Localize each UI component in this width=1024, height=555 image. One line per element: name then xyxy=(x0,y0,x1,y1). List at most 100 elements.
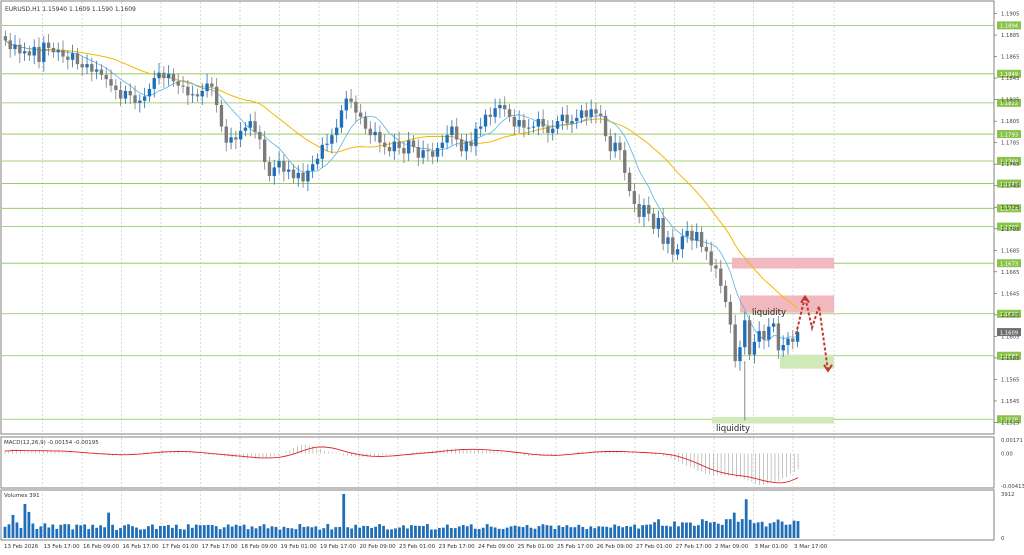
volume-bar xyxy=(473,528,477,538)
volume-bar xyxy=(314,526,318,538)
volume-bar xyxy=(139,529,142,538)
volume-bar xyxy=(732,512,736,538)
volume-bar xyxy=(657,519,660,538)
volume-bar xyxy=(254,528,258,538)
volume-bar xyxy=(669,526,672,538)
macd-axis-label: 0.00 xyxy=(1001,451,1013,457)
volume-bar xyxy=(382,525,385,538)
price-level-tag xyxy=(997,259,1021,268)
projection-path xyxy=(795,296,829,371)
candle-body xyxy=(109,79,113,86)
time-tick-label: 18 Feb 09:00 xyxy=(241,544,278,550)
candle-body xyxy=(315,158,320,165)
volume-bar xyxy=(362,525,366,538)
candle-body xyxy=(248,121,252,128)
candle-body xyxy=(157,72,161,79)
price-axis-label: 1.1805 xyxy=(1001,119,1020,125)
candle-body xyxy=(531,126,536,128)
time-tick-label: 3 Mar 17:00 xyxy=(794,544,828,550)
candle-body xyxy=(421,150,425,158)
volume-bar xyxy=(334,527,338,538)
candle-body xyxy=(618,142,622,151)
candle-body xyxy=(296,172,300,179)
volume-axis-label: 0 xyxy=(1001,536,1005,542)
candle-body xyxy=(46,42,51,48)
time-axis: 13 Feb 2026 13 Feb 17:00 16 Feb 09:00 16 Fe… xyxy=(4,544,828,550)
volume-bar xyxy=(79,525,83,538)
time-tick-label: 26 Feb 09:00 xyxy=(597,544,634,550)
candle-body xyxy=(306,170,310,182)
price-axis-label: 1.1705 xyxy=(1001,227,1020,233)
volume-bar xyxy=(370,527,374,538)
candle-body xyxy=(166,73,171,79)
candle-body xyxy=(267,162,272,177)
projection-arrowhead xyxy=(823,364,833,373)
volume-bar xyxy=(127,524,130,538)
candle-body xyxy=(133,95,137,103)
candle-body xyxy=(771,323,776,327)
volume-bar xyxy=(689,522,692,538)
volume-bar xyxy=(673,521,676,538)
volume-bar xyxy=(784,524,788,538)
candle-body xyxy=(373,131,377,136)
time-tick-label: 19 Feb 17:00 xyxy=(320,544,357,550)
candle-body xyxy=(22,51,27,54)
volume-bar xyxy=(597,526,601,538)
price-axis-label: 1.1905 xyxy=(1001,12,1020,18)
price-level-tag-text: 1.1587 xyxy=(1000,354,1018,360)
time-tick-label: 27 Feb 01:00 xyxy=(636,544,673,550)
candle-body xyxy=(286,169,291,172)
candle-body xyxy=(339,110,344,128)
price-level-tag-text: 1.1528 xyxy=(1000,418,1018,424)
volume-bar xyxy=(406,528,409,538)
candle-body xyxy=(94,69,99,72)
candle-body xyxy=(685,230,689,237)
volume-bar xyxy=(633,524,637,538)
candle-body xyxy=(75,53,80,65)
price-axis-label: 1.1585 xyxy=(1001,356,1020,362)
volume-bar xyxy=(760,521,764,538)
price-level-tag xyxy=(997,156,1021,165)
volume-bar xyxy=(609,527,613,538)
price-axis-label: 1.1825 xyxy=(1001,98,1020,104)
volume-bar xyxy=(449,527,453,538)
price-level-tag xyxy=(997,21,1021,30)
volume-bar xyxy=(764,526,768,538)
candle-body xyxy=(42,42,46,62)
candle-body xyxy=(181,85,185,87)
price-axis-label: 1.1545 xyxy=(1001,399,1020,405)
candle-body xyxy=(445,135,449,143)
candle-body xyxy=(599,113,603,116)
volume-bar xyxy=(226,524,230,538)
price-panel-frame xyxy=(0,0,995,435)
volume-bar xyxy=(402,525,405,538)
candle-body xyxy=(243,127,248,131)
volume-bar xyxy=(294,529,298,538)
volume-bar xyxy=(453,528,457,538)
candle-body xyxy=(555,121,560,129)
volume-bar xyxy=(485,524,489,538)
volume-bar xyxy=(577,524,581,538)
volume-bar xyxy=(533,528,537,538)
volume-bar xyxy=(469,524,473,538)
candle-body xyxy=(349,98,353,102)
volume-bar xyxy=(23,503,27,538)
candle-body xyxy=(594,109,598,114)
candle-body xyxy=(637,204,641,217)
macd-axis-label: -0.00413 xyxy=(1001,484,1024,490)
price-level-tag xyxy=(997,98,1021,107)
volume-bar xyxy=(3,526,7,538)
ma-fast-line xyxy=(5,40,798,341)
time-tick-label: 16 Feb 09:00 xyxy=(83,544,120,550)
candle-body xyxy=(507,109,512,117)
volume-bar xyxy=(51,524,55,538)
candle-body xyxy=(411,140,416,147)
candle-body xyxy=(675,249,680,255)
volume-bar xyxy=(437,527,441,538)
liquidity-lower-label: liquidity xyxy=(716,424,750,434)
candle-body xyxy=(397,141,401,149)
candle-body xyxy=(335,127,339,136)
volume-bar xyxy=(661,525,664,538)
volume-bar xyxy=(87,529,91,538)
candle-body xyxy=(378,131,382,143)
